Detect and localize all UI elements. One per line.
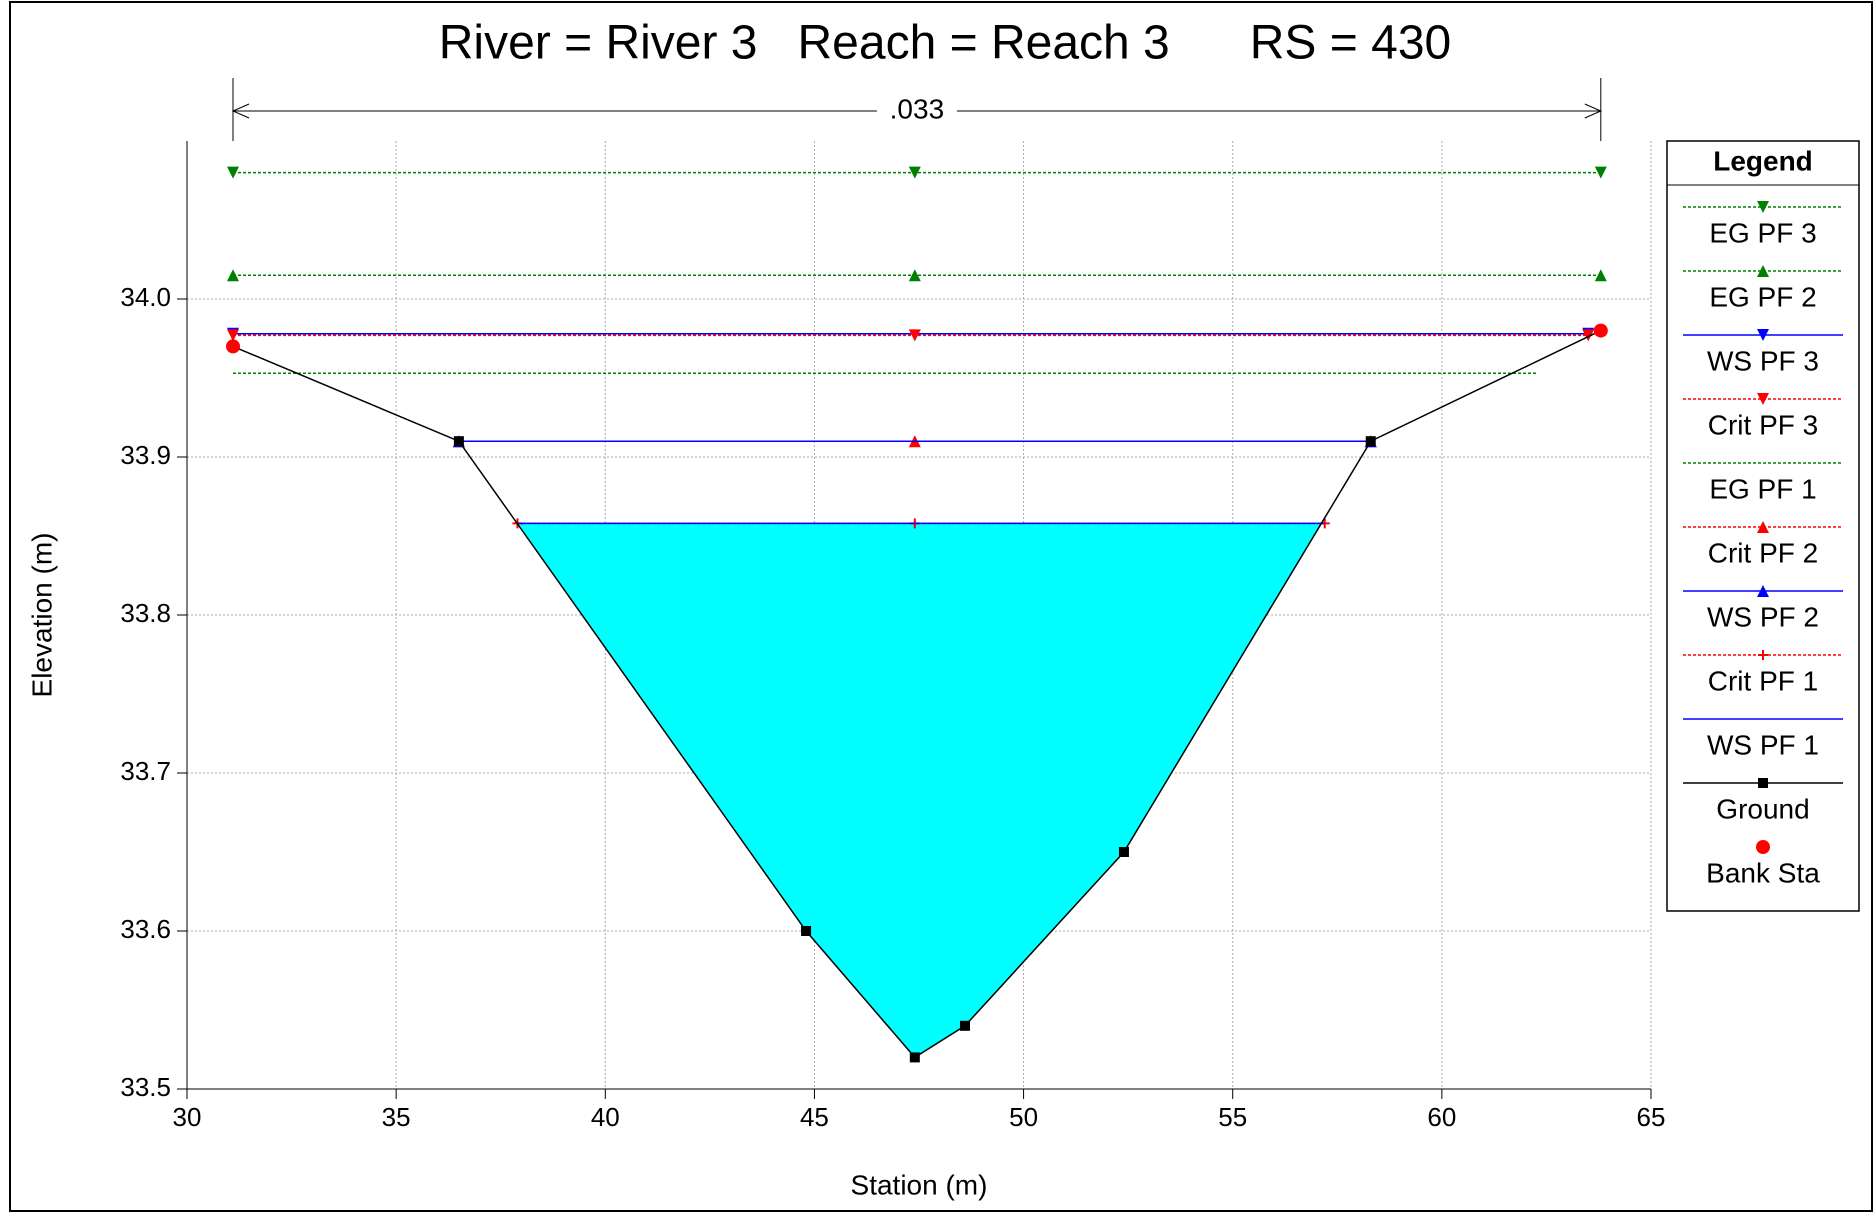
x-axis-label: Station (m)	[851, 1169, 988, 1200]
marker	[1582, 329, 1595, 342]
legend-label: WS PF 3	[1707, 345, 1819, 376]
legend-label: EG PF 2	[1709, 281, 1816, 312]
x-tick-label: 65	[1637, 1102, 1666, 1132]
marker	[1594, 269, 1607, 282]
marker	[909, 1052, 920, 1063]
water-fill	[517, 523, 1322, 1058]
legend-label: Ground	[1716, 793, 1809, 824]
x-tick-label: 50	[1009, 1102, 1038, 1132]
marker	[908, 269, 921, 282]
marker	[960, 1020, 971, 1031]
marker	[1756, 840, 1770, 854]
annotation-bg	[876, 95, 957, 127]
y-tick-label: 33.6	[120, 914, 171, 944]
legend-label: Bank Sta	[1706, 857, 1820, 888]
y-tick-label: 33.8	[120, 598, 171, 628]
marker	[1757, 329, 1769, 341]
marker	[1757, 521, 1769, 533]
marker	[1365, 436, 1376, 447]
x-tick-label: 60	[1427, 1102, 1456, 1132]
y-tick-label: 33.7	[120, 756, 171, 786]
marker	[226, 339, 241, 354]
legend-label: EG PF 1	[1709, 473, 1816, 504]
marker	[1757, 585, 1769, 597]
x-tick-label: 35	[382, 1102, 411, 1132]
marker	[1757, 201, 1769, 213]
marker	[908, 329, 921, 342]
marker	[453, 436, 464, 447]
marker	[908, 166, 921, 179]
legend-label: Crit PF 2	[1708, 537, 1818, 568]
annotation: .033	[890, 93, 945, 124]
legend-title: Legend	[1713, 145, 1813, 176]
marker	[227, 269, 240, 282]
x-tick-label: 45	[800, 1102, 829, 1132]
marker	[1758, 650, 1768, 660]
chart-title: River = River 3 Reach = Reach 3 RS = 430	[439, 17, 1451, 70]
legend-label: WS PF 1	[1707, 729, 1819, 760]
marker	[1593, 323, 1608, 338]
y-tick-label: 33.5	[120, 1072, 171, 1102]
marker	[1594, 166, 1607, 179]
legend-label: Crit PF 1	[1708, 665, 1818, 696]
y-tick-label: 33.9	[120, 440, 171, 470]
legend-label: EG PF 3	[1709, 217, 1816, 248]
x-tick-label: 55	[1218, 1102, 1247, 1132]
marker	[1757, 265, 1769, 277]
legend-label: WS PF 2	[1707, 601, 1819, 632]
marker	[227, 329, 240, 342]
y-tick-label: 34.0	[120, 282, 171, 312]
series-line	[232, 329, 1602, 1059]
marker	[227, 166, 240, 179]
arrow-head	[231, 103, 1603, 119]
y-axis-label: Elevation (m)	[26, 533, 57, 698]
marker	[801, 926, 812, 936]
marker	[1757, 393, 1769, 405]
marker	[1758, 778, 1768, 788]
legend-label: Crit PF 3	[1708, 409, 1818, 440]
marker	[1118, 847, 1129, 857]
x-tick-label: 40	[591, 1102, 620, 1132]
x-tick-label: 30	[173, 1102, 202, 1132]
